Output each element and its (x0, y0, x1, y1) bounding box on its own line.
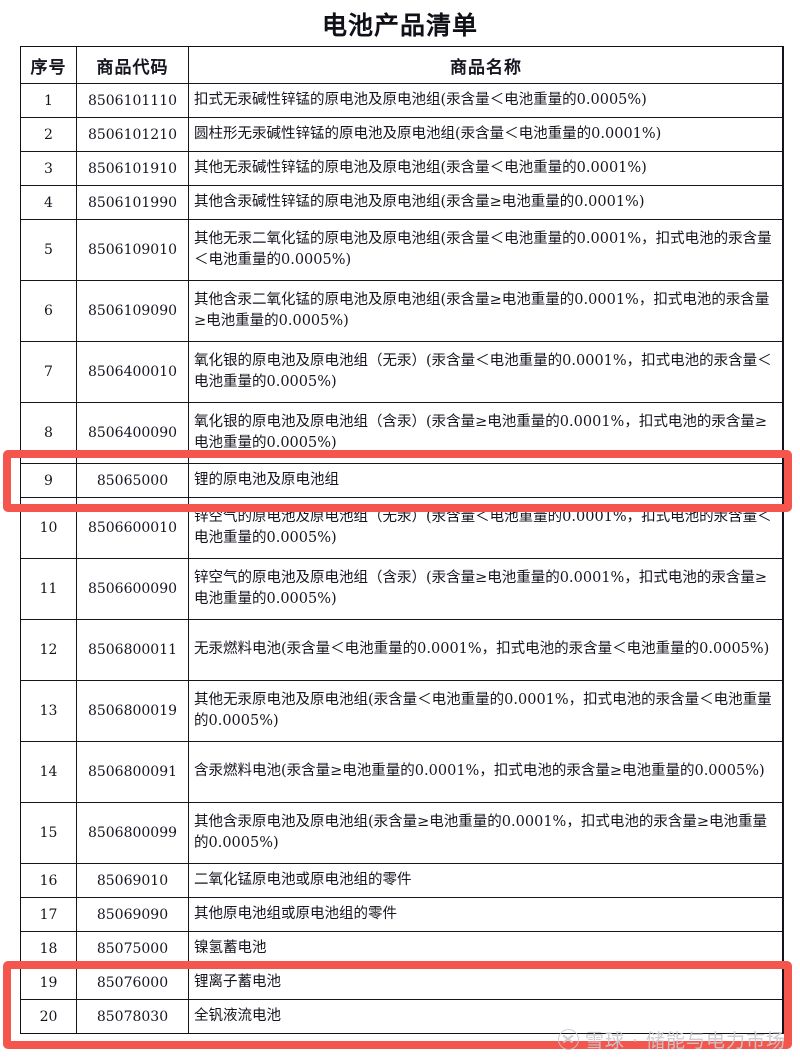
cell-product-name: 锌空气的原电池及原电池组（无汞）(汞含量＜电池重量的0.0001%，扣式电池的汞… (188, 497, 784, 559)
cell-product-name: 其他无汞二氧化锰的原电池及原电池组(汞含量＜电池重量的0.0001%，扣式电池的… (188, 219, 784, 281)
cell-product-name: 其他含汞原电池及原电池组(汞含量≥电池重量的0.0001%，扣式电池的汞含量≥电… (188, 802, 784, 864)
table-header: 序号 商品代码 商品名称 (20, 46, 784, 84)
table-row: 6 8506109090 其他含汞二氧化锰的原电池及原电池组(汞含量≥电池重量的0.… (20, 280, 784, 342)
cell-product-code: 8506101110 (76, 83, 189, 118)
cell-product-name: 氧化银的原电池及原电池组（无汞）(汞含量＜电池重量的0.0001%，扣式电池的汞… (188, 341, 784, 403)
cell-product-name: 扣式无汞碱性锌锰的原电池及原电池组(汞含量＜电池重量的0.0005%) (188, 83, 784, 118)
cell-index: 17 (20, 897, 77, 932)
cell-product-code: 8506800019 (76, 680, 189, 742)
cell-product-name: 其他含汞碱性锌锰的原电池及原电池组(汞含量≥电池重量的0.0001%) (188, 185, 784, 220)
cell-product-code: 85078030 (76, 999, 189, 1034)
cell-index: 7 (20, 341, 77, 403)
cell-product-code: 85075000 (76, 931, 189, 966)
cell-index: 9 (20, 463, 77, 498)
column-header-name: 商品名称 (188, 46, 784, 84)
table-header-row: 序号 商品代码 商品名称 (20, 46, 784, 84)
product-table-container: 序号 商品代码 商品名称 1 8506101110 扣式无汞碱性锌锰的原电池及原电池… (20, 46, 784, 1034)
cell-index: 13 (20, 680, 77, 742)
cell-product-name: 含汞燃料电池(汞含量≥电池重量的0.0001%，扣式电池的汞含量≥电池重量的0.… (188, 741, 784, 803)
cell-product-code: 8506101910 (76, 151, 189, 186)
table-row: 12 8506800011 无汞燃料电池(汞含量＜电池重量的0.0001%，扣式电池… (20, 619, 784, 681)
cell-product-code: 85076000 (76, 965, 189, 1000)
cell-product-name: 二氧化锰原电池或原电池组的零件 (188, 863, 784, 898)
cell-product-code: 8506600010 (76, 497, 189, 559)
cell-index: 3 (20, 151, 77, 186)
table-row: 10 8506600010 锌空气的原电池及原电池组（无汞）(汞含量＜电池重量的0.… (20, 497, 784, 559)
table-row: 2 8506101210 圆柱形无汞碱性锌锰的原电池及原电池组(汞含量＜电池重量的0… (20, 117, 784, 152)
cell-index: 14 (20, 741, 77, 803)
table-row: 20 85078030 全钒液流电池 (20, 999, 784, 1034)
table-row: 4 8506101990 其他含汞碱性锌锰的原电池及原电池组(汞含量≥电池重量的0.… (20, 185, 784, 220)
cell-index: 5 (20, 219, 77, 281)
column-header-code: 商品代码 (76, 46, 189, 84)
cell-product-code: 85069090 (76, 897, 189, 932)
table-row: 9 85065000 锂的原电池及原电池组 (20, 463, 784, 498)
cell-product-name: 圆柱形无汞碱性锌锰的原电池及原电池组(汞含量＜电池重量的0.0001%) (188, 117, 784, 152)
cell-product-code: 8506109010 (76, 219, 189, 281)
column-header-index: 序号 (20, 46, 77, 84)
cell-product-name: 全钒液流电池 (188, 999, 784, 1034)
table-row: 15 8506800099 其他含汞原电池及原电池组(汞含量≥电池重量的0.0001… (20, 802, 784, 864)
table-row: 18 85075000 镍氢蓄电池 (20, 931, 784, 966)
cell-product-name: 其他含汞二氧化锰的原电池及原电池组(汞含量≥电池重量的0.0001%，扣式电池的… (188, 280, 784, 342)
cell-product-code: 8506101210 (76, 117, 189, 152)
cell-index: 15 (20, 802, 77, 864)
cell-product-code: 8506800091 (76, 741, 189, 803)
cell-product-code: 8506400010 (76, 341, 189, 403)
cell-product-code: 85069010 (76, 863, 189, 898)
table-row: 13 8506800019 其他无汞原电池及原电池组(汞含量＜电池重量的0.0001… (20, 680, 784, 742)
cell-product-code: 8506109090 (76, 280, 189, 342)
table-row: 5 8506109010 其他无汞二氧化锰的原电池及原电池组(汞含量＜电池重量的0.… (20, 219, 784, 281)
cell-index: 20 (20, 999, 77, 1034)
cell-index: 4 (20, 185, 77, 220)
cell-product-code: 8506400090 (76, 402, 189, 464)
cell-product-code: 8506800099 (76, 802, 189, 864)
cell-index: 8 (20, 402, 77, 464)
cell-index: 12 (20, 619, 77, 681)
cell-index: 1 (20, 83, 77, 118)
table-row: 3 8506101910 其他无汞碱性锌锰的原电池及原电池组(汞含量＜电池重量的0.… (20, 151, 784, 186)
table-row: 17 85069090 其他原电池组或原电池组的零件 (20, 897, 784, 932)
cell-product-name: 锌空气的原电池及原电池组（含汞）(汞含量≥电池重量的0.0001%，扣式电池的汞… (188, 558, 784, 620)
table-row: 1 8506101110 扣式无汞碱性锌锰的原电池及原电池组(汞含量＜电池重量的0.… (20, 83, 784, 118)
cell-product-name: 其他无汞碱性锌锰的原电池及原电池组(汞含量＜电池重量的0.0001%) (188, 151, 784, 186)
cell-index: 18 (20, 931, 77, 966)
table-row: 11 8506600090 锌空气的原电池及原电池组（含汞）(汞含量≥电池重量的0.… (20, 558, 784, 620)
cell-product-name: 锂的原电池及原电池组 (188, 463, 784, 498)
product-table: 序号 商品代码 商品名称 1 8506101110 扣式无汞碱性锌锰的原电池及原电池… (20, 46, 784, 1034)
cell-product-name: 锂离子蓄电池 (188, 965, 784, 1000)
cell-index: 11 (20, 558, 77, 620)
cell-product-name: 无汞燃料电池(汞含量＜电池重量的0.0001%，扣式电池的汞含量＜电池重量的0.… (188, 619, 784, 681)
cell-product-code: 8506101990 (76, 185, 189, 220)
table-body: 1 8506101110 扣式无汞碱性锌锰的原电池及原电池组(汞含量＜电池重量的0.… (20, 83, 784, 1034)
cell-index: 19 (20, 965, 77, 1000)
cell-product-name: 其他原电池组或原电池组的零件 (188, 897, 784, 932)
table-row: 7 8506400010 氧化银的原电池及原电池组（无汞）(汞含量＜电池重量的0.0… (20, 341, 784, 403)
page-title: 电池产品清单 (321, 11, 478, 40)
cell-index: 2 (20, 117, 77, 152)
table-row: 19 85076000 锂离子蓄电池 (20, 965, 784, 1000)
cell-index: 6 (20, 280, 77, 342)
cell-index: 16 (20, 863, 77, 898)
cell-product-name: 氧化银的原电池及原电池组（含汞）(汞含量≥电池重量的0.0001%，扣式电池的汞… (188, 402, 784, 464)
table-row: 8 8506400090 氧化银的原电池及原电池组（含汞）(汞含量≥电池重量的0.0… (20, 402, 784, 464)
table-row: 16 85069010 二氧化锰原电池或原电池组的零件 (20, 863, 784, 898)
cell-product-name: 其他无汞原电池及原电池组(汞含量＜电池重量的0.0001%，扣式电池的汞含量＜电… (188, 680, 784, 742)
cell-product-name: 镍氢蓄电池 (188, 931, 784, 966)
cell-product-code: 85065000 (76, 463, 189, 498)
cell-product-code: 8506800011 (76, 619, 189, 681)
cell-index: 10 (20, 497, 77, 559)
table-row: 14 8506800091 含汞燃料电池(汞含量≥电池重量的0.0001%，扣式电池… (20, 741, 784, 803)
cell-product-code: 8506600090 (76, 558, 189, 620)
